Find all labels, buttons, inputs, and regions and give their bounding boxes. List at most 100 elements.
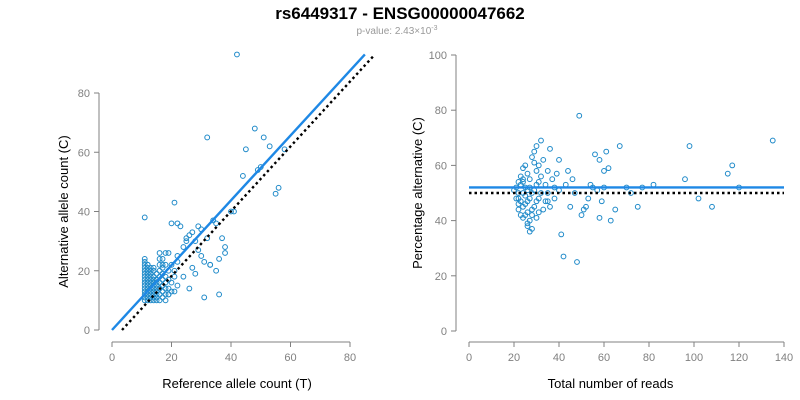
y-tick-label: 80 (78, 88, 90, 100)
data-point (186, 285, 193, 292)
data-point (147, 270, 154, 277)
data-point (171, 288, 178, 295)
data-point (522, 162, 529, 169)
data-point (538, 190, 544, 196)
x-tick-label: 100 (685, 352, 703, 364)
data-point (585, 195, 592, 202)
y-axis-label: Alternative allele count (C) (56, 135, 71, 287)
data-point (524, 223, 531, 230)
data-point (174, 282, 181, 289)
p-value-exponent: -3 (431, 25, 437, 32)
data-point (162, 285, 169, 292)
data-point (159, 276, 166, 283)
data-point (156, 285, 163, 292)
p-value-subtitle: p-value: 2.43×10-3 (356, 25, 437, 37)
data-point (156, 256, 163, 262)
data-point (709, 203, 715, 210)
data-point (524, 170, 531, 177)
data-point (769, 137, 776, 144)
data-point (535, 209, 542, 216)
data-point (147, 279, 154, 286)
y-tick-label: 100 (429, 50, 447, 62)
data-point (251, 125, 258, 132)
data-point (162, 297, 169, 304)
data-point (147, 276, 154, 283)
x-tick-label: 80 (344, 352, 356, 364)
data-point (576, 112, 583, 119)
data-point (159, 256, 166, 262)
data-point (141, 270, 148, 277)
data-point (210, 217, 217, 224)
data-point (724, 170, 731, 177)
data-point (144, 267, 151, 274)
data-point (596, 214, 603, 221)
data-point (616, 143, 623, 149)
data-point (141, 282, 148, 289)
data-point (216, 291, 223, 298)
data-point (560, 253, 567, 260)
data-point (213, 267, 220, 274)
data-point (159, 264, 166, 271)
data-point (156, 297, 163, 304)
data-point (144, 279, 151, 286)
data-point (156, 250, 163, 256)
data-point (549, 176, 556, 183)
data-point (141, 273, 148, 280)
data-point (515, 206, 522, 213)
left-scatter-panel: 0 20 40 60 80 0 20 40 60 80 Reference allele count… (56, 51, 376, 391)
data-point (544, 198, 551, 205)
data-point (147, 264, 154, 271)
data-point (605, 165, 612, 172)
data-point (228, 208, 234, 215)
data-point (538, 137, 544, 144)
data-point (601, 168, 607, 174)
data-point (524, 209, 531, 216)
x-tick-label: 60 (284, 352, 296, 364)
data-point (162, 291, 169, 298)
data-point (569, 176, 576, 183)
data-point (141, 256, 148, 262)
y-tick-label: 60 (78, 147, 90, 159)
data-point (520, 179, 526, 185)
data-point (686, 143, 693, 149)
data-point (144, 261, 151, 268)
data-point (513, 195, 520, 202)
data-point (729, 162, 736, 169)
data-point (189, 229, 196, 236)
data-point (275, 184, 282, 191)
data-point (144, 294, 151, 301)
data-point (242, 146, 249, 153)
data-point (571, 190, 578, 196)
y-axis-label: Percentage alternative (C) (410, 117, 425, 269)
data-point (150, 276, 157, 283)
x-tick-label: 60 (598, 352, 610, 364)
data-point (159, 282, 166, 289)
y-tick-label: 0 (441, 326, 447, 338)
y-tick-label: 0 (84, 325, 90, 337)
data-point (144, 276, 151, 283)
data-point (524, 220, 531, 227)
data-point (260, 134, 267, 141)
data-point (153, 297, 160, 304)
data-point (207, 261, 214, 268)
data-point (222, 244, 228, 250)
data-point (592, 151, 598, 158)
x-tick-label: 20 (165, 352, 177, 364)
data-point (547, 145, 553, 152)
data-point (266, 143, 273, 150)
data-point (542, 198, 549, 205)
data-point (544, 190, 551, 196)
y-tick-label: 80 (435, 105, 447, 117)
data-point (180, 244, 187, 250)
data-point (533, 168, 540, 174)
data-point (144, 282, 151, 289)
reference-line (121, 53, 376, 331)
data-point (192, 270, 199, 277)
data-point (531, 148, 538, 155)
data-point (189, 264, 196, 271)
data-point (551, 195, 558, 202)
data-point (144, 273, 151, 280)
data-point (147, 267, 154, 274)
data-point (553, 170, 560, 177)
